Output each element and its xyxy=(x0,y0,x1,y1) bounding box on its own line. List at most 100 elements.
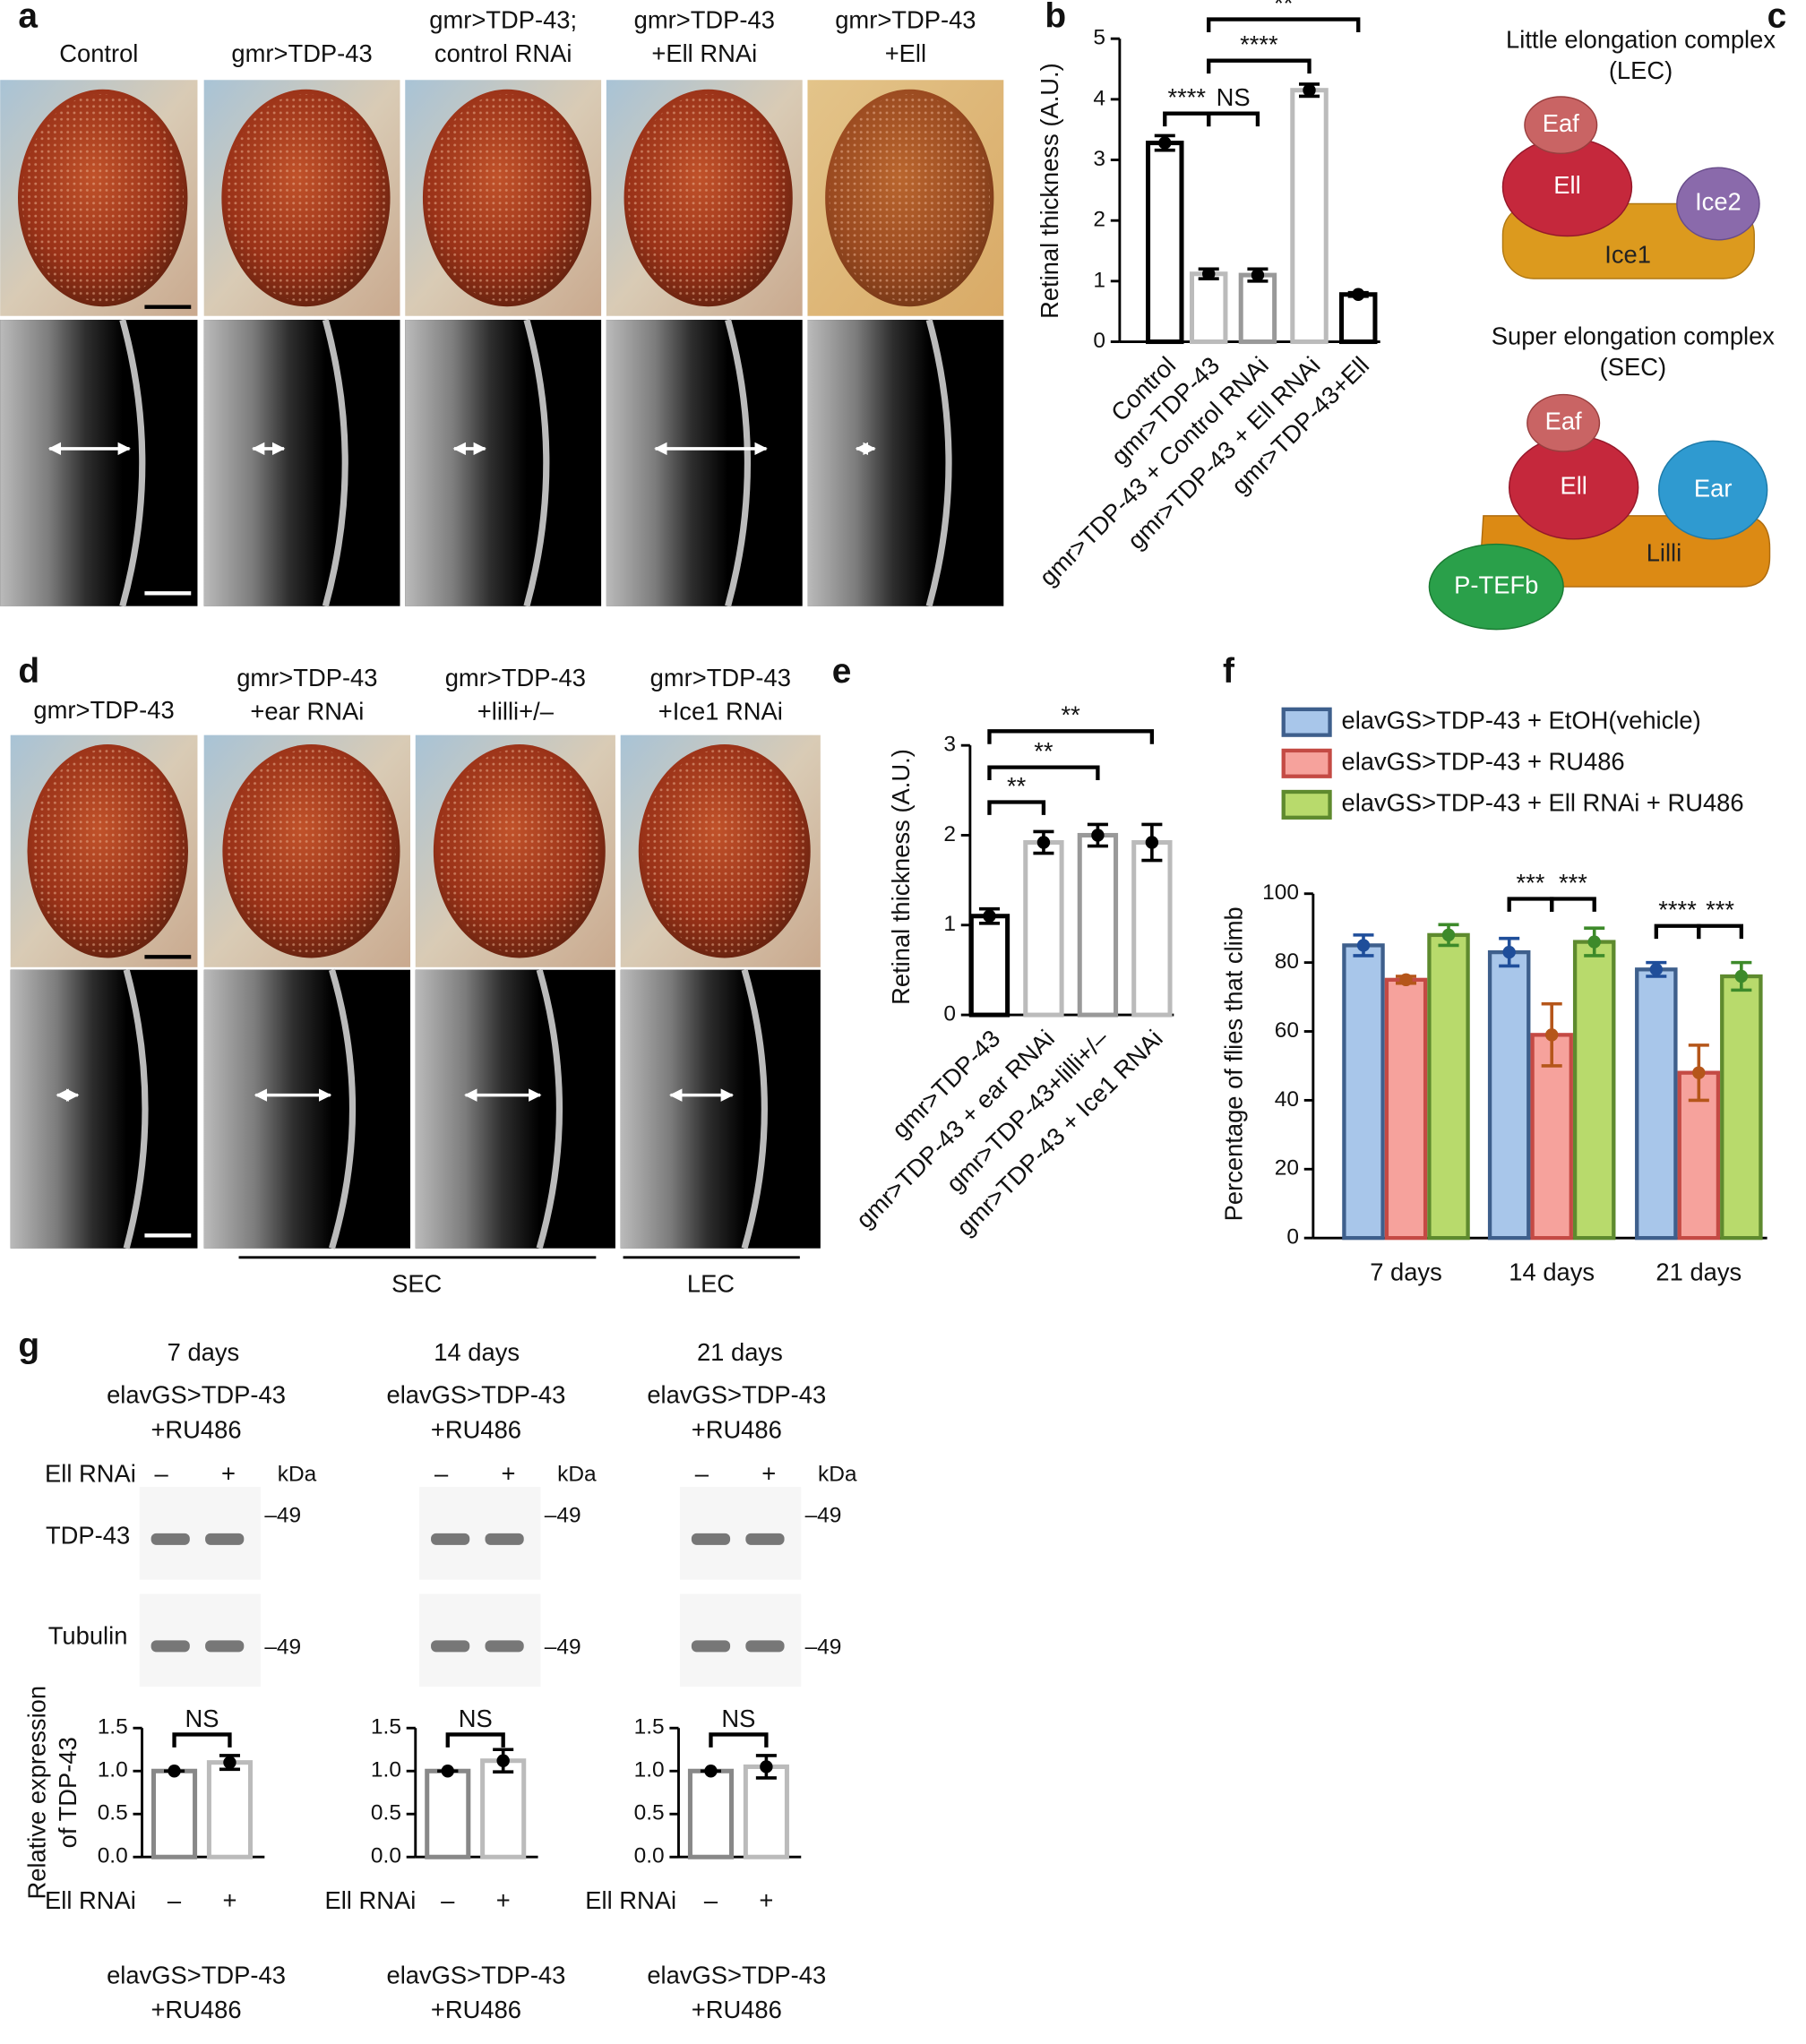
bar xyxy=(1131,839,1173,1018)
ommatidia xyxy=(627,94,789,302)
retina-edge xyxy=(523,319,550,607)
eaf xyxy=(1526,393,1601,452)
column-label: gmr>TDP-43 xyxy=(650,664,791,691)
y-axis-label: of TDP-43 xyxy=(54,1737,82,1848)
y-tick-label: 0 xyxy=(1286,1225,1299,1250)
y-tick-label: 0.5 xyxy=(371,1801,401,1825)
ommatidia xyxy=(437,749,602,954)
sig-label: **** xyxy=(1240,30,1278,58)
band xyxy=(431,1533,470,1545)
sig-bracket xyxy=(1697,923,1743,940)
panel-label: b xyxy=(1045,0,1066,35)
complex-title: Little elongation complex xyxy=(1506,25,1776,53)
rnai-label: Ell RNAi xyxy=(45,1459,136,1487)
x-tick-label: 21 days xyxy=(1656,1258,1742,1286)
section-tissue xyxy=(0,320,123,606)
group-label: SEC xyxy=(391,1270,442,1298)
y-tick-label: 1.0 xyxy=(634,1758,665,1782)
sig-bracket xyxy=(1207,17,1361,32)
sig-label: **** xyxy=(1167,83,1206,111)
bar xyxy=(150,1768,198,1859)
retina-edge xyxy=(725,319,751,607)
bar xyxy=(1635,967,1678,1241)
part-label: P-TEFb xyxy=(1454,571,1538,598)
y-tick-label: 100 xyxy=(1262,880,1299,905)
sig-label: NS xyxy=(185,1705,219,1732)
bar xyxy=(1077,832,1119,1018)
retina-edge xyxy=(119,319,146,607)
sig-bracket xyxy=(709,1732,769,1748)
y-tick-label: 2 xyxy=(1093,208,1105,232)
genotype-label: elavGS>TDP-43 xyxy=(107,1380,286,1408)
mean-dot xyxy=(1544,1028,1559,1042)
mean-dot xyxy=(441,1765,454,1778)
retina-edge xyxy=(925,319,952,607)
sig-label: *** xyxy=(1559,869,1587,897)
band xyxy=(485,1640,524,1653)
chart-title: 7 days xyxy=(168,1338,240,1366)
column-label: gmr>TDP-43 xyxy=(33,696,174,724)
bar xyxy=(480,1758,527,1859)
column-label: +Ice1 RNAi xyxy=(658,697,783,725)
band xyxy=(691,1533,731,1545)
bar xyxy=(1023,839,1064,1018)
y-tick-label: 4 xyxy=(1093,86,1105,110)
bar xyxy=(1384,977,1428,1241)
sig-bracket xyxy=(1207,111,1260,127)
mean-dot xyxy=(1587,935,1601,949)
complex-title: (SEC) xyxy=(1600,353,1666,381)
mean-dot xyxy=(1649,963,1664,976)
part-label: Eaf xyxy=(1543,109,1579,137)
mean-dot xyxy=(1502,945,1516,959)
panel-label: c xyxy=(1767,0,1787,35)
genotype-label: +RU486 xyxy=(150,1996,241,2023)
sig-label: ** xyxy=(1034,737,1054,765)
mean-dot xyxy=(983,909,996,923)
section-tissue xyxy=(203,969,332,1249)
retina-edge xyxy=(123,968,149,1250)
bar xyxy=(1720,974,1763,1241)
group-label: LEC xyxy=(687,1270,735,1298)
sig-bracket xyxy=(1163,111,1211,127)
sig-label: NS xyxy=(459,1705,493,1732)
bar xyxy=(1146,141,1184,345)
y-axis-label: Retinal thickness (A.U.) xyxy=(1036,63,1063,319)
column-label: +lilli+/– xyxy=(477,697,555,725)
ommatidia xyxy=(30,749,185,954)
y-tick-label: 20 xyxy=(1275,1156,1299,1181)
mean-dot xyxy=(1441,928,1456,942)
column-label: +Ell xyxy=(885,39,926,67)
bar xyxy=(1530,1033,1573,1241)
ear xyxy=(1657,440,1768,540)
mean-dot xyxy=(1251,268,1265,282)
bar xyxy=(1572,940,1616,1241)
band xyxy=(205,1640,245,1653)
mean-dot xyxy=(1091,829,1105,842)
y-tick-label: 2 xyxy=(943,822,956,846)
mean-dot xyxy=(704,1765,718,1778)
column-label: gmr>TDP-43 xyxy=(835,6,976,34)
sig-bracket xyxy=(172,1732,232,1748)
y-tick-label: 3 xyxy=(1093,147,1105,171)
y-tick-label: 0.5 xyxy=(634,1801,665,1825)
band xyxy=(745,1640,785,1653)
sig-bracket xyxy=(987,729,1155,744)
bar xyxy=(425,1768,471,1859)
mw-marker: –49 xyxy=(545,1504,581,1528)
y-tick-label: 1.0 xyxy=(98,1758,128,1782)
panel-label: a xyxy=(18,0,38,35)
rnai-label: Ell RNAi xyxy=(324,1886,416,1914)
ommatidia xyxy=(226,749,396,954)
column-label: gmr>TDP-43 xyxy=(445,664,586,691)
genotype-label: elavGS>TDP-43 xyxy=(647,1961,826,1988)
rnai-label: Ell RNAi xyxy=(45,1886,136,1914)
sig-label: NS xyxy=(1217,83,1251,111)
mean-dot xyxy=(1145,836,1159,849)
y-tick-label: 1.5 xyxy=(371,1715,401,1739)
column-label: Control xyxy=(59,39,138,67)
ommatidia xyxy=(829,94,990,302)
column-label: +ear RNAi xyxy=(250,697,364,725)
lane-label: + xyxy=(221,1459,236,1487)
sig-bracket xyxy=(1550,897,1596,912)
